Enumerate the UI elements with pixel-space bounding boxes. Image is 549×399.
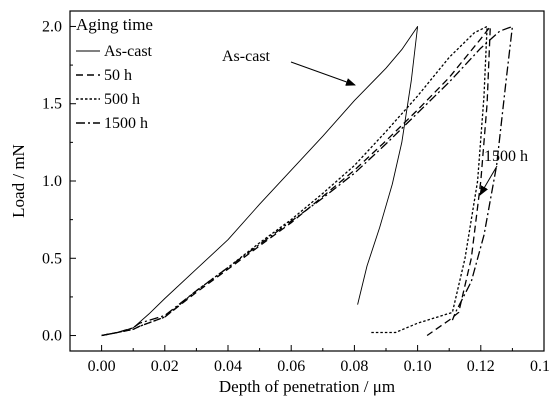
x-tick-label: 0.10 [404, 358, 432, 375]
series-line-1500-h [101, 25, 514, 337]
legend-items: As-cast 50 h 500 h 1500 h [76, 43, 153, 132]
annotation-1500h-arrow [479, 165, 498, 196]
annotation-as-cast-label: As-cast [222, 48, 271, 65]
y-tick-label: 1.5 [42, 96, 62, 113]
x-tick-label: 0.06 [277, 358, 305, 375]
series-line-500-h [101, 25, 488, 337]
series-layer [101, 25, 514, 337]
y-axis-title: Load / mN [9, 144, 28, 218]
x-tick-label: 0.12 [467, 358, 495, 375]
x-tick-label: 0.04 [214, 358, 242, 375]
annotations: As-cast 1500 h [222, 48, 528, 196]
legend-label: 500 h [104, 91, 140, 108]
x-tick-label: 0.00 [88, 358, 116, 375]
y-tick-label: 0.5 [42, 250, 62, 267]
legend-title: Aging time [76, 15, 153, 34]
legend: Aging time As-cast 50 h 500 h 1500 h [76, 15, 153, 132]
legend-label: As-cast [104, 43, 153, 60]
series-line-as-cast [101, 26, 419, 336]
y-tick-label: 2.0 [42, 18, 62, 35]
series-line-50-h [101, 25, 491, 337]
annotation-1500h-label: 1500 h [484, 148, 528, 165]
x-axis-ticks: 0.00 0.02 0.04 0.06 0.08 0.10 0.12 0.14 [88, 345, 549, 375]
y-axis-ticks: 0.0 0.5 1.0 1.5 2.0 [42, 18, 76, 345]
y-tick-label: 1.0 [42, 173, 62, 190]
y-tick-label: 0.0 [42, 328, 62, 345]
legend-label: 50 h [104, 67, 132, 84]
x-tick-label: 0.02 [151, 358, 179, 375]
legend-label: 1500 h [104, 115, 148, 132]
x-tick-label: 0.14 [530, 358, 549, 375]
x-tick-label: 0.08 [340, 358, 368, 375]
annotation-as-cast-arrow [290, 61, 356, 86]
plot-frame [69, 10, 545, 352]
x-axis-title: Depth of penetration / μm [219, 377, 395, 396]
